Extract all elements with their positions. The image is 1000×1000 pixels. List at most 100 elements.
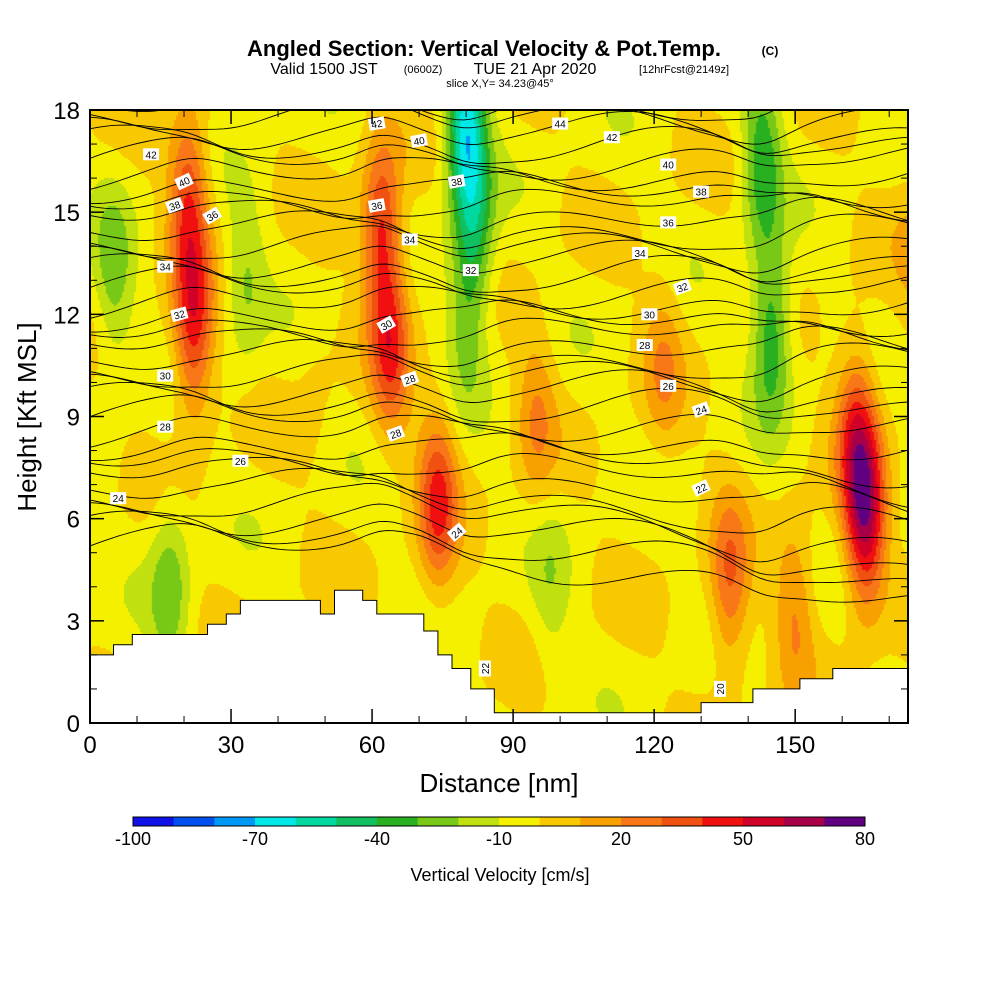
contour-label-background xyxy=(478,660,491,677)
theta-isoline xyxy=(90,157,908,192)
x-axis: 0 30 60 90 120 150 xyxy=(83,110,890,759)
contour-label-text: 28 xyxy=(403,373,418,387)
contour-label: 24 xyxy=(110,492,127,505)
contour-label-text: 26 xyxy=(663,382,675,393)
contour-label-text: 22 xyxy=(481,663,492,675)
theta-isoline xyxy=(120,110,776,121)
contour-label: 30 xyxy=(641,308,658,321)
theta-isoline xyxy=(90,354,908,403)
contour-label-text: 34 xyxy=(634,249,646,260)
y-tick-label: 18 xyxy=(53,98,80,125)
contour-label: 30 xyxy=(157,369,174,383)
y-tick-label: 9 xyxy=(67,405,80,432)
contour-label: 38 xyxy=(693,185,710,199)
theta-isoline xyxy=(90,110,908,145)
y-tick-label: 0 xyxy=(67,711,80,738)
contour-label-background xyxy=(552,117,569,130)
contour-label: 28 xyxy=(386,425,406,442)
contour-label-text: 42 xyxy=(606,133,618,144)
colorbar-swatch xyxy=(458,817,500,826)
y-tick-label: 3 xyxy=(67,609,80,636)
chart-title-unit: (C) xyxy=(762,44,779,58)
contour-label: 40 xyxy=(174,172,194,191)
contour-label-text: 32 xyxy=(173,309,187,323)
contour-label-background xyxy=(400,370,420,388)
theta-isoline xyxy=(90,136,908,181)
colorbar-label: Vertical Velocity [cm/s] xyxy=(410,865,589,885)
colorbar-swatch xyxy=(661,817,703,826)
theta-isoline xyxy=(90,170,908,209)
terrain-mask xyxy=(90,589,908,723)
colorbar-swatch xyxy=(336,817,378,826)
colorbar-swatch xyxy=(133,817,174,826)
contour-label-text: 40 xyxy=(663,161,675,172)
contour-label-background xyxy=(170,306,189,323)
x-tick-label: 30 xyxy=(218,732,245,759)
contour-label-background xyxy=(693,185,710,198)
contour-label-text: 44 xyxy=(555,120,567,131)
theta-isoline xyxy=(90,188,908,222)
contour-label-text: 24 xyxy=(695,404,710,418)
contour-label: 42 xyxy=(367,116,386,132)
colorbar: -100 -70 -40 -10 20 50 80 xyxy=(115,816,875,849)
contour-label-background xyxy=(660,379,677,392)
contour-label-text: 40 xyxy=(177,175,192,190)
theta-isoline xyxy=(90,448,908,508)
contour-label: 26 xyxy=(660,379,677,393)
contour-label-text: 42 xyxy=(146,150,158,161)
contour-label: 38 xyxy=(165,197,185,214)
contour-label-background xyxy=(157,260,174,273)
contour-label-text: 24 xyxy=(113,494,125,505)
contour-label-text: 30 xyxy=(160,372,172,383)
contour-label-background xyxy=(143,148,160,161)
theta-isoline xyxy=(90,432,908,489)
contour-label-background xyxy=(367,198,386,213)
contour-label-text: 32 xyxy=(676,281,691,295)
y-tick-label: 6 xyxy=(67,507,80,534)
contour-label: 42 xyxy=(143,148,160,161)
contour-label: 38 xyxy=(447,174,466,190)
contour-label-text: 28 xyxy=(160,423,172,434)
theta-isoline xyxy=(90,124,908,164)
contour-label-background xyxy=(672,278,692,296)
contour-label: 22 xyxy=(691,479,711,497)
colorbar-swatch xyxy=(702,817,744,826)
contour-label-text: 42 xyxy=(371,119,384,132)
contour-label: 36 xyxy=(202,206,223,225)
contour-label-background xyxy=(401,233,418,246)
colorbar-swatch xyxy=(377,817,418,826)
contour-label-text: 38 xyxy=(451,177,464,190)
contour-label-background xyxy=(603,131,620,144)
contour-label: 32 xyxy=(170,306,189,323)
theta-isoline xyxy=(90,253,908,293)
contour-label-background xyxy=(410,133,429,148)
x-tick-label: 90 xyxy=(500,732,527,759)
contour-label: 32 xyxy=(462,264,479,277)
forecast-info: [12hrFcst@2149z] xyxy=(639,64,729,76)
contour-label-background xyxy=(174,172,194,191)
contour-label-background xyxy=(636,339,653,351)
contour-label-background xyxy=(447,174,466,189)
contour-label-text: 20 xyxy=(716,683,727,695)
contour-label: 36 xyxy=(367,198,386,213)
y-axis-label: Height [Kft MSL] xyxy=(12,322,42,511)
contour-label-background xyxy=(232,454,249,467)
contour-label: 30 xyxy=(376,315,397,334)
theta-isoline xyxy=(90,523,908,603)
contour-label-background xyxy=(386,425,406,442)
contour-label-background xyxy=(157,369,174,382)
x-axis-label: Distance [nm] xyxy=(420,768,579,798)
contour-label-text: 36 xyxy=(371,200,384,213)
slice-info: slice X,Y= 34.23@45° xyxy=(446,78,554,90)
contour-label-background xyxy=(641,308,658,321)
contour-label: 44 xyxy=(552,117,569,131)
colorbar-tick-label: 20 xyxy=(611,829,631,849)
contour-label: 40 xyxy=(660,158,677,172)
theta-isoline xyxy=(90,394,908,442)
contour-label-background xyxy=(202,206,223,225)
contour-label: 34 xyxy=(157,260,174,274)
contour-label-text: 22 xyxy=(694,482,709,497)
contour-label-background xyxy=(446,522,467,543)
